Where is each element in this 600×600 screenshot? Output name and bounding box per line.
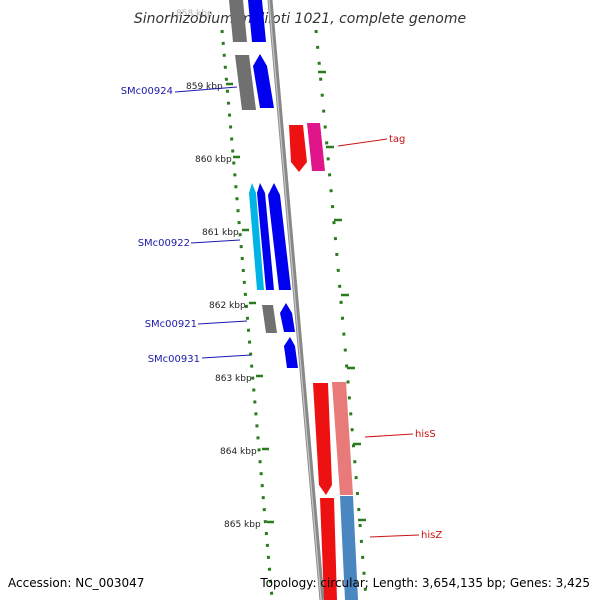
leader-smc00924 [174,86,238,93]
gene-tag[interactable] [289,125,307,172]
left-leader-lines [174,86,252,359]
gene-smc00924[interactable] [253,54,274,108]
gene-smc00922[interactable] [268,183,291,290]
gene-smc00921[interactable] [280,303,295,332]
gene-hisz-red[interactable] [320,498,337,600]
tick-label-860: 860 kbp [195,155,232,165]
label-tag[interactable]: tag [389,134,405,145]
right-leader-lines [337,138,420,538]
label-hisz[interactable]: hisZ [421,530,442,541]
tick-label-861: 861 kbp [202,228,239,238]
outer-tick-ring-left [220,29,274,599]
gene-top-blue[interactable] [248,0,266,42]
tick-label-864: 864 kbp [220,447,257,457]
gene-hiss[interactable] [313,383,332,495]
leader-tag [337,138,388,147]
tick-label-862: 862 kbp [209,301,246,311]
genome-backbone-highlight [268,0,322,600]
label-smc00922[interactable]: SMc00922 [138,238,190,249]
leader-smc00931 [201,354,252,359]
gene-tag-magenta[interactable] [307,123,325,171]
leader-hisz [369,534,420,538]
gene-smc00921-gray[interactable] [262,305,277,333]
scale-tick-marks [226,70,366,524]
reverse-strand-genes [289,123,358,600]
gene-hiss-pink[interactable] [332,382,353,495]
tick-label-863: 863 kbp [215,374,252,384]
tick-label-858: 858 kbp [176,9,213,19]
accession-text: Accession: NC_003047 [8,576,144,590]
page-title: Sinorhizobium meliloti 1021, complete ge… [134,11,466,27]
forward-strand-genes [229,0,298,368]
gene-smc00931[interactable] [284,337,298,368]
tick-label-859: 859 kbp [186,82,223,92]
genome-backbone [267,0,325,600]
tick-label-865: 865 kbp [224,520,261,530]
genome-summary-text: Topology: circular; Length: 3,654,135 bp… [259,576,590,590]
gene-top-gray[interactable] [229,0,247,42]
leader-hiss [364,433,414,438]
label-smc00931[interactable]: SMc00931 [148,354,200,365]
gene-smc00924-gray[interactable] [235,55,256,110]
gene-hisz[interactable] [340,496,358,600]
leader-smc00922 [190,239,241,244]
leader-smc00921 [197,320,248,325]
label-smc00921[interactable]: SMc00921 [145,319,197,330]
label-hiss[interactable]: hisS [415,429,436,440]
gene-smc00922-blue[interactable] [257,183,274,290]
gene-smc00922-cyan[interactable] [249,183,264,290]
label-smc00924[interactable]: SMc00924 [121,86,173,97]
